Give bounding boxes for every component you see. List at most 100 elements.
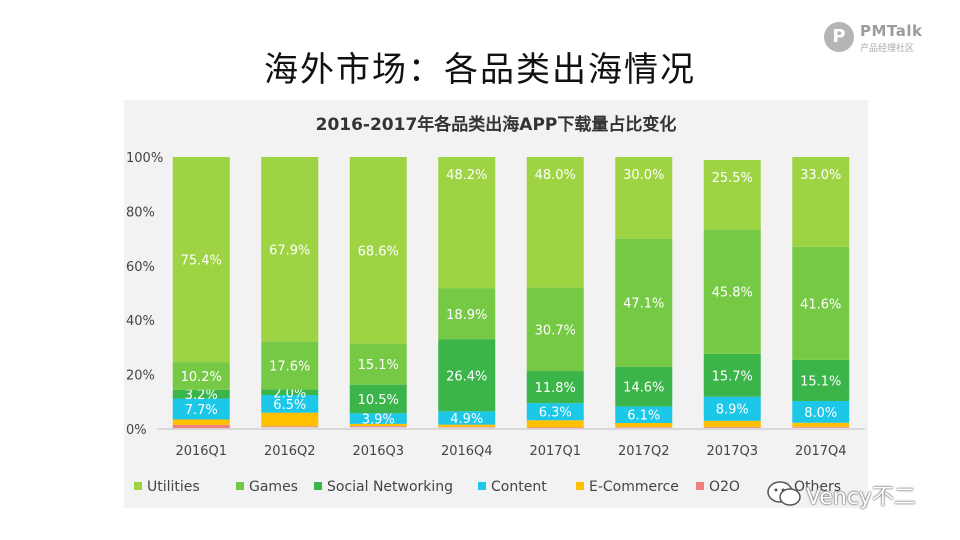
- legend-swatch-content: [478, 482, 486, 490]
- data-label-utilities: 67.9%: [269, 243, 310, 258]
- bar-o2o-2017q2: [615, 427, 673, 428]
- bar-content-2017q1: [526, 403, 584, 421]
- chart-title: 2016-2017年各品类出海APP下载量占比变化: [316, 114, 677, 135]
- pmtalk-logo-icon: P: [824, 22, 854, 52]
- data-label-content: 8.0%: [804, 406, 837, 421]
- y-tick-label: 40%: [126, 314, 155, 329]
- bar-others-2016q4: [438, 427, 496, 429]
- x-tick-label: 2016Q3: [352, 444, 404, 459]
- x-tick-label: 2016Q2: [264, 444, 316, 459]
- data-label-content: 3.9%: [362, 413, 395, 428]
- x-tick-label: 2017Q3: [706, 444, 758, 459]
- bar-content-2017q4: [792, 400, 850, 423]
- data-label-social-networking: 11.8%: [535, 381, 576, 396]
- data-label-utilities: 75.4%: [181, 254, 222, 269]
- bar-o2o-2017q1: [526, 427, 584, 429]
- legend-swatch-e-commerce: [576, 482, 584, 490]
- y-tick-label: 100%: [126, 151, 163, 166]
- bar-social-networking-2016q3: [349, 384, 407, 414]
- bar-others-2017q4: [792, 427, 850, 429]
- bar-games-2016q4: [438, 288, 496, 340]
- stacked-bar-chart: 2016-2017年各品类出海APP下载量占比变化 0% 20% 40% 60% 80% 1…: [126, 114, 865, 495]
- bar-utilities-2016q3: [349, 157, 407, 344]
- data-label-utilities: 25.5%: [712, 171, 753, 186]
- bar-content-2016q4: [438, 411, 496, 425]
- x-tick-label: 2016Q4: [441, 444, 493, 459]
- data-label-utilities: 48.2%: [446, 168, 487, 183]
- wechat-icon: [767, 481, 801, 506]
- bar-social-networking-2017q4: [792, 359, 850, 401]
- pmtalk-logo: P PMTalk 产品经理社区: [824, 20, 944, 56]
- bar-games-2016q3: [349, 343, 407, 385]
- data-label-social-networking: 26.4%: [446, 369, 487, 384]
- bar-social-networking-2017q1: [526, 371, 584, 404]
- legend-swatch-games: [236, 482, 244, 490]
- bar-others-2017q2: [615, 427, 673, 429]
- chart-panel: 2016-2017年各品类出海APP下载量占比变化 0% 20% 40% 60% 80% 1…: [124, 100, 868, 508]
- bar-social-networking-2016q4: [438, 339, 496, 412]
- data-label-utilities: 48.0%: [535, 168, 576, 183]
- data-label-content: 6.1%: [627, 409, 660, 424]
- y-tick-label: 60%: [126, 260, 155, 275]
- data-label-games: 30.7%: [535, 323, 576, 338]
- data-label-content: 6.3%: [539, 406, 572, 421]
- data-label-social-networking: 15.1%: [800, 374, 841, 389]
- bar-content-2016q3: [349, 413, 407, 424]
- data-label-games: 41.6%: [800, 297, 841, 312]
- x-tick-label: 2017Q4: [795, 444, 847, 459]
- data-label-content: 7.7%: [185, 403, 218, 418]
- bar-content-2017q3: [703, 396, 761, 421]
- bar-o2o-2016q1: [172, 424, 230, 429]
- bar-content-2016q1: [172, 398, 230, 420]
- data-label-utilities: 30.0%: [623, 168, 664, 183]
- wechat-watermark: Vency不二: [766, 477, 946, 513]
- bar-utilities-2016q2: [261, 157, 319, 342]
- data-label-content: 6.5%: [273, 398, 306, 413]
- bar-social-networking-2016q1: [172, 389, 230, 399]
- data-label-social-networking: 3.2%: [185, 388, 218, 403]
- bar-content-2016q2: [261, 395, 319, 413]
- legend-swatch-o2o: [696, 482, 704, 490]
- bar-social-networking-2017q2: [615, 366, 673, 407]
- logo-name: PMTalk: [860, 22, 923, 40]
- legend-label-utilities: Utilities: [147, 479, 200, 495]
- bar-others-2017q1: [526, 428, 584, 429]
- bar-games-2017q3: [703, 229, 761, 354]
- data-label-content: 8.9%: [716, 403, 749, 418]
- legend-label-games: Games: [249, 479, 298, 495]
- bar-others-2016q2: [261, 427, 319, 429]
- legend-label-content: Content: [491, 479, 547, 495]
- bar-o2o-2017q3: [703, 427, 761, 428]
- bar-social-networking-2017q3: [703, 353, 761, 397]
- bar-e-commerce-2017q4: [792, 422, 850, 427]
- bar-social-networking-2016q2: [261, 389, 319, 395]
- bar-games-2016q2: [261, 341, 319, 390]
- legend-label-others: Others: [794, 479, 841, 495]
- data-label-social-networking: 15.7%: [712, 369, 753, 384]
- data-label-utilities: 33.0%: [800, 168, 841, 183]
- slide-title: 海外市场：各品类出海情况: [264, 50, 696, 90]
- legend-label-e-commerce: E-Commerce: [589, 479, 679, 495]
- bar-e-commerce-2017q3: [703, 420, 761, 428]
- bar-utilities-2016q4: [438, 157, 496, 289]
- bar-e-commerce-2016q4: [438, 424, 496, 427]
- bar-o2o-2017q4: [792, 426, 850, 428]
- bar-utilities-2017q3: [703, 159, 761, 230]
- y-tick-label: 80%: [126, 205, 155, 220]
- bar-others-2016q3: [349, 426, 407, 429]
- data-label-social-networking: 2.0%: [273, 386, 306, 401]
- bar-o2o-2016q3: [349, 426, 407, 427]
- data-label-social-networking: 14.6%: [623, 381, 664, 396]
- bar-games-2017q4: [792, 246, 850, 360]
- bar-o2o-2016q2: [261, 426, 319, 428]
- legend-label-social-networking: Social Networking: [327, 479, 453, 495]
- bar-games-2016q1: [172, 362, 230, 390]
- bar-games-2017q2: [615, 238, 673, 367]
- bar-utilities-2016q1: [172, 157, 230, 363]
- data-label-games: 47.1%: [623, 297, 664, 312]
- bar-e-commerce-2016q1: [172, 419, 230, 425]
- bar-e-commerce-2017q2: [615, 423, 673, 428]
- legend-label-o2o: O2O: [709, 479, 740, 495]
- data-label-games: 10.2%: [181, 370, 222, 385]
- bar-others-2017q3: [703, 427, 761, 429]
